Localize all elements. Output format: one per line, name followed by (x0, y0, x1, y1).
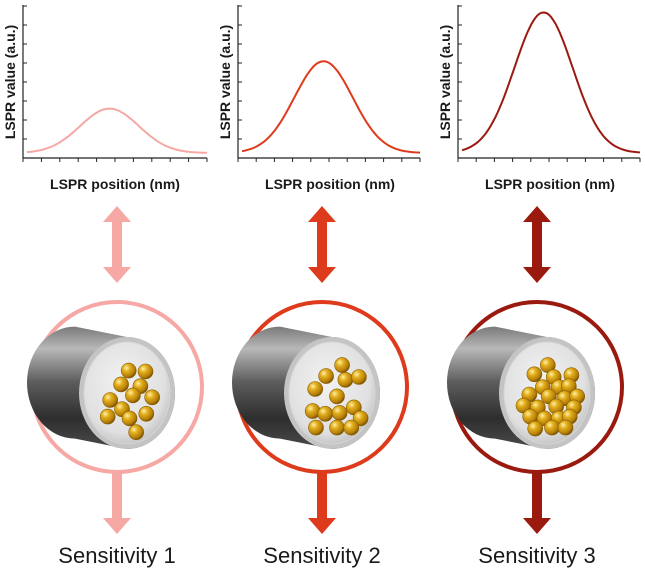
down-arrow-shaft (317, 473, 327, 518)
panel-2-y-ticks (238, 5, 242, 159)
panel-2-x-label: LSPR position (nm) (265, 176, 395, 192)
arrow-head-up (308, 206, 336, 222)
gold-nanoparticle (307, 381, 324, 397)
down-arrow-shaft (532, 473, 542, 518)
gold-nanoparticle (120, 362, 137, 379)
panel-1-y-label: LSPR value (a.u.) (2, 25, 18, 139)
panel-3-plot: LSPR value (a.u.) LSPR position (nm) (437, 5, 641, 192)
gold-nanoparticle (329, 388, 345, 405)
panel-1-plot: LSPR value (a.u.) LSPR position (nm) (2, 5, 208, 192)
gold-nanoparticle (99, 408, 116, 425)
gold-nanoparticle (343, 419, 360, 436)
gold-nanoparticle (128, 424, 144, 441)
panel-1-electrode (27, 300, 204, 474)
arrow-head-down (103, 267, 131, 283)
gold-nanoparticle (318, 368, 334, 384)
double-arrow-shaft (112, 222, 122, 267)
gold-nanoparticle (557, 419, 574, 436)
gold-nanoparticle (351, 369, 367, 385)
gold-nanoparticle (331, 405, 348, 421)
gold-nanoparticle (329, 419, 345, 436)
panel-3: LSPR value (a.u.) LSPR position (nm) Sen… (437, 5, 641, 568)
panel-1-x-ticks (22, 158, 208, 162)
gold-nanoparticle (125, 387, 141, 404)
panel-1: LSPR value (a.u.) LSPR position (nm) Sen… (2, 5, 208, 568)
panel-2-electrode (232, 300, 409, 474)
arrow-head-up (523, 206, 551, 222)
gold-nanoparticle (337, 371, 354, 388)
gold-nanoparticle (526, 366, 543, 383)
panel-3-x-ticks (457, 158, 641, 162)
gold-nanoparticle (137, 363, 154, 380)
down-arrow-head (103, 518, 131, 534)
arrow-head-down (308, 267, 336, 283)
panel-3-arrows (523, 206, 551, 534)
gold-nanoparticle (544, 419, 560, 436)
down-arrow-shaft (112, 473, 122, 518)
gold-nanoparticle (317, 405, 334, 422)
panel-2-x-ticks (237, 158, 421, 162)
gold-nanoparticle (102, 392, 118, 408)
panel-1-arrows (103, 206, 131, 534)
panel-1-curve (26, 107, 207, 154)
panel-3-y-ticks (458, 5, 462, 159)
panel-2-y-label: LSPR value (a.u.) (217, 25, 233, 139)
panel-2-curve (241, 60, 421, 154)
panel-1-y-ticks (23, 5, 27, 159)
down-arrow-head (523, 518, 551, 534)
panel-3-y-label: LSPR value (a.u.) (437, 25, 453, 139)
arrow-head-down (523, 267, 551, 283)
panel-3-electrode (447, 300, 624, 474)
panel-3-curve (461, 11, 641, 154)
panel-2: LSPR value (a.u.) LSPR position (nm) Sen… (217, 5, 421, 568)
gold-nanoparticle (138, 405, 155, 422)
down-arrow-head (308, 518, 336, 534)
panel-1-sensitivity-label: Sensitivity 1 (58, 543, 175, 568)
double-arrow-shaft (317, 222, 327, 267)
panel-3-sensitivity-label: Sensitivity 3 (478, 543, 595, 568)
panel-2-arrows (308, 206, 336, 534)
panel-1-x-label: LSPR position (nm) (50, 176, 180, 192)
gold-nanoparticle (121, 410, 138, 427)
panel-2-plot: LSPR value (a.u.) LSPR position (nm) (217, 5, 421, 192)
gold-nanoparticle (334, 357, 350, 373)
gold-nanoparticle (308, 419, 324, 436)
panel-3-x-label: LSPR position (nm) (485, 176, 615, 192)
arrow-head-up (103, 206, 131, 222)
gold-nanoparticle (527, 420, 544, 437)
double-arrow-shaft (532, 222, 542, 267)
gold-nanoparticle (113, 376, 129, 393)
gold-nanoparticle (144, 389, 160, 406)
panel-2-sensitivity-label: Sensitivity 2 (263, 543, 380, 568)
